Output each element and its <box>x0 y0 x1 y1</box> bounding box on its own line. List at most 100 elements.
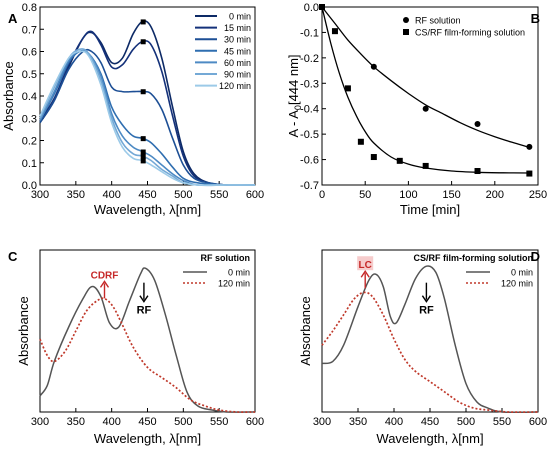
x-tick-label: 450 <box>138 189 156 201</box>
x-tick-label: 550 <box>210 189 228 201</box>
x-tick-label: 250 <box>529 189 547 201</box>
x-tick-label: 550 <box>210 416 228 428</box>
annotation-label: RF <box>419 305 434 317</box>
legend-title: RF solution <box>201 253 251 263</box>
legend-marker <box>403 29 409 35</box>
x-tick-label: 450 <box>138 416 156 428</box>
data-point-circle <box>422 105 429 112</box>
y-tick-label: -0.7 <box>300 180 319 192</box>
series-line <box>321 291 539 413</box>
series-line <box>321 265 539 414</box>
panel-c: C 300 350 400 450 500 550 600 Wavelength, λ[nm] A… <box>8 249 264 446</box>
series-line <box>39 48 255 186</box>
y-tick-label: 0.0 <box>304 2 319 14</box>
data-point-circle <box>526 143 533 150</box>
y-axis-label: Absorbance <box>1 61 16 130</box>
series-line <box>39 30 256 186</box>
y-axis-label: Absorbance <box>16 296 31 365</box>
y-axis-label-tail: [444 nm] <box>286 54 301 105</box>
x-tick-label: 150 <box>442 189 460 201</box>
legend-marker <box>403 17 409 23</box>
annotation-arrowhead <box>139 295 149 303</box>
annotation-label: CDRF <box>91 270 119 281</box>
x-tick-label: 350 <box>349 416 367 428</box>
data-marker <box>140 89 146 95</box>
series-line <box>39 20 256 186</box>
plot-frame <box>39 249 256 413</box>
y-tick-label: 0.0 <box>22 180 37 192</box>
x-tick-label: 0 <box>319 189 325 201</box>
y-axis-label-sub: 0 <box>293 105 303 110</box>
data-point-square <box>344 85 351 92</box>
annotation-highlight <box>357 256 374 271</box>
panel-d: D 300 350 400 450 500 550 600 Wavelength, λ[nm] A… <box>298 249 547 446</box>
y-tick-label: 0.1 <box>22 158 37 170</box>
y-tick-label: 0.5 <box>22 69 37 81</box>
x-tick-label: 550 <box>493 416 511 428</box>
legend-label: 60 min <box>224 58 251 68</box>
x-tick-label: 500 <box>174 189 192 201</box>
x-tick-label: 350 <box>67 416 85 428</box>
annotation-label: RF <box>137 305 152 317</box>
data-marker <box>140 153 146 159</box>
legend-label: 120 min <box>501 279 533 289</box>
x-tick-label: 300 <box>31 189 49 201</box>
y-tick-label: -0.3 <box>300 78 319 90</box>
plot-frame <box>321 6 539 186</box>
x-tick-label: 350 <box>67 189 85 201</box>
data-point-square <box>319 4 325 10</box>
x-tick-label: 400 <box>102 416 120 428</box>
legend-label: 0 min <box>511 268 533 278</box>
legend-label: CS/RF film-forming solution <box>415 28 525 38</box>
legend-title: CS/RF film-forming solution <box>414 253 534 263</box>
y-tick-label: 0.6 <box>22 47 37 59</box>
y-tick-label: 0.2 <box>22 136 37 148</box>
data-point-square <box>526 170 533 177</box>
data-marker <box>140 158 146 164</box>
panel-label: B <box>531 11 540 26</box>
y-tick-label: 0.4 <box>22 91 37 103</box>
data-marker <box>140 19 146 25</box>
series-line <box>39 49 255 187</box>
legend-label: 0 min <box>228 268 250 278</box>
x-tick-label: 500 <box>174 416 192 428</box>
plot-frame <box>321 249 539 413</box>
x-tick-label: 600 <box>529 416 547 428</box>
data-point-square <box>370 154 377 161</box>
annotation-arrowhead <box>421 295 431 303</box>
x-tick-label: 50 <box>359 189 371 201</box>
y-tick-label: 0.3 <box>22 113 37 125</box>
legend-label: 30 min <box>224 35 251 45</box>
y-tick-label: -0.1 <box>300 27 319 39</box>
data-point-square <box>474 168 481 175</box>
series-line <box>39 50 255 186</box>
legend-label: 120 min <box>218 279 250 289</box>
fit-curve <box>321 6 530 149</box>
data-point-circle <box>370 63 377 70</box>
annotation-arrowhead <box>99 280 110 288</box>
panel-label: C <box>8 249 18 264</box>
series-line <box>39 267 256 413</box>
legend-label: 120 min <box>219 81 251 91</box>
data-marker <box>140 39 146 45</box>
annotation-arrowhead <box>360 269 370 278</box>
data-point-circle <box>474 120 481 127</box>
y-tick-label: -0.5 <box>300 129 319 141</box>
y-tick-label: -0.4 <box>300 104 319 116</box>
x-tick-label: 300 <box>313 416 331 428</box>
x-tick-label: 400 <box>385 416 403 428</box>
series-line <box>39 48 256 186</box>
x-axis-label: Wavelength, λ[nm] <box>94 202 201 217</box>
data-point-square <box>396 157 403 164</box>
legend-label: RF solution <box>415 16 461 26</box>
y-tick-label: -0.2 <box>300 53 319 65</box>
x-axis-label: Wavelength, λ[nm] <box>94 431 201 446</box>
panel-label: A <box>8 11 18 26</box>
series-line <box>39 49 256 186</box>
legend-label: 45 min <box>224 46 251 56</box>
annotation-label: LC <box>359 260 372 271</box>
y-tick-label: 0.7 <box>22 24 37 36</box>
x-axis-label: Time [min] <box>400 202 460 217</box>
x-axis-label: Wavelength, λ[nm] <box>376 431 483 446</box>
x-tick-label: 200 <box>486 189 504 201</box>
